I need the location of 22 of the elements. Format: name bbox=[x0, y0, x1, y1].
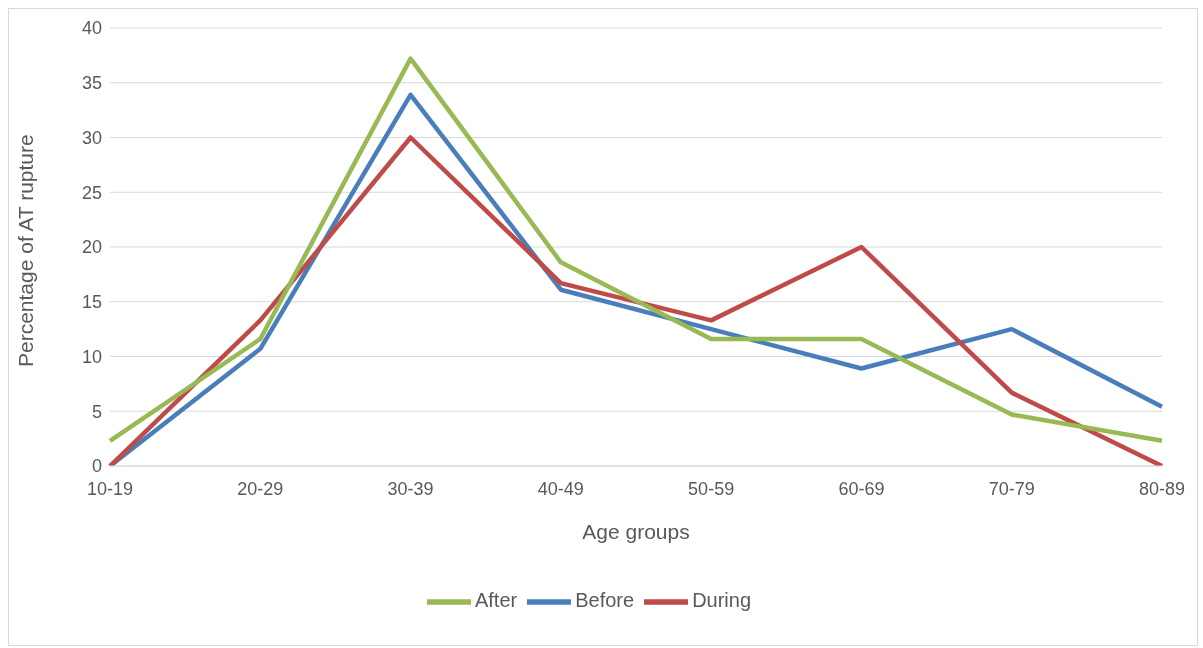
y-tick-label: 10 bbox=[81, 346, 102, 367]
x-tick-label: 60-69 bbox=[838, 478, 885, 499]
x-tick-label: 20-29 bbox=[237, 478, 284, 499]
y-tick-label: 30 bbox=[81, 127, 102, 148]
x-tick-label: 10-19 bbox=[86, 478, 134, 499]
x-tick-label: 40-49 bbox=[537, 478, 584, 499]
x-axis-title: Age groups bbox=[582, 519, 690, 543]
y-tick-label: 0 bbox=[91, 456, 102, 477]
y-tick-label: 25 bbox=[81, 182, 102, 203]
x-tick-label: 50-59 bbox=[688, 478, 735, 499]
legend-label: Before bbox=[575, 589, 635, 612]
legend-label: After bbox=[474, 589, 518, 612]
x-tick-label: 30-39 bbox=[387, 478, 434, 499]
legend-label: During bbox=[692, 589, 752, 612]
y-tick-label: 20 bbox=[81, 237, 102, 258]
y-tick-label: 35 bbox=[81, 73, 102, 94]
x-tick-label: 80-89 bbox=[1138, 478, 1186, 499]
y-axis-title: Percentage of AT rupture bbox=[14, 134, 38, 367]
y-tick-label: 5 bbox=[91, 401, 102, 422]
y-tick-label: 40 bbox=[81, 18, 102, 39]
x-tick-label: 70-79 bbox=[988, 478, 1035, 499]
y-tick-label: 15 bbox=[81, 292, 102, 313]
